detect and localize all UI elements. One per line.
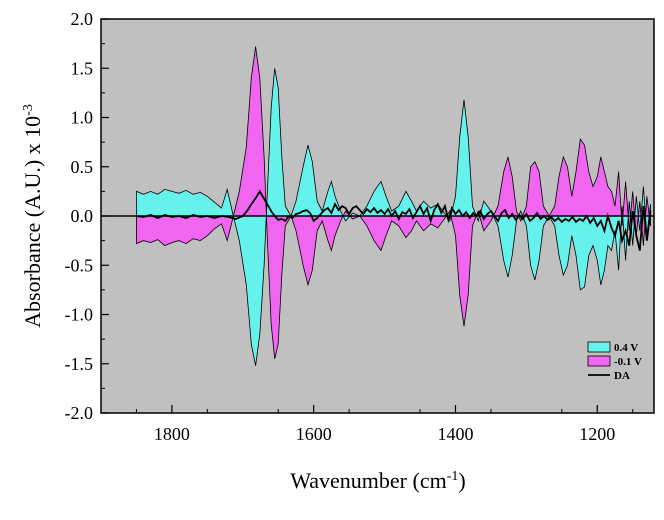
- legend-swatch: [587, 341, 611, 353]
- y-tick-label: 2.0: [71, 9, 94, 29]
- legend: 0.4 V -0.1 V DA: [587, 341, 642, 382]
- y-axis-title: Absorbance (A.U.) x 10-3: [20, 104, 45, 328]
- x-tick-label: 1800: [154, 424, 190, 444]
- x-tick-label: 1600: [296, 424, 332, 444]
- legend-label: DA: [614, 370, 630, 382]
- x-axis: 1800 1600 1400 1200: [135, 405, 634, 444]
- y-tick-label: -2.0: [65, 403, 94, 423]
- series-da-line: [136, 189, 652, 251]
- y-tick-label: -1.0: [65, 305, 94, 325]
- legend-label: -0.1 V: [614, 356, 642, 368]
- legend-label: 0.4 V: [614, 342, 638, 354]
- x-axis-title: Wavenumber (cm-1): [290, 468, 465, 493]
- series-0-1-v-area: [136, 46, 651, 359]
- y-tick-label: 1.5: [71, 58, 94, 78]
- legend-swatch: [587, 355, 611, 367]
- y-tick-label: 1.0: [71, 108, 94, 128]
- y-tick-label: -0.5: [65, 255, 94, 275]
- x-tick-label: 1400: [437, 424, 473, 444]
- x-tick-label: 1200: [579, 424, 615, 444]
- y-tick-label: 0.0: [71, 206, 94, 226]
- y-tick-label: -1.5: [65, 354, 94, 374]
- y-tick-label: 0.5: [71, 157, 94, 177]
- series-layer: [136, 46, 652, 366]
- y-axis: -2.0 -1.5 -1.0 -0.5 0.0 0.5 1.0 1.5 2.0: [65, 9, 109, 423]
